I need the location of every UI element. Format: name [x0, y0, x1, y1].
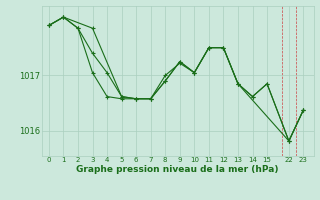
X-axis label: Graphe pression niveau de la mer (hPa): Graphe pression niveau de la mer (hPa) — [76, 165, 279, 174]
